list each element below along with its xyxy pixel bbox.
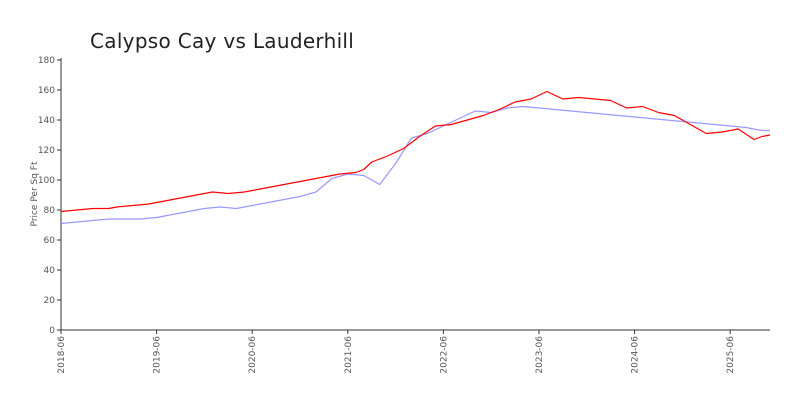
x-tick-label: 2023-06: [535, 336, 545, 374]
x-tick-label: 2022-06: [439, 336, 449, 374]
y-tick-label: 120: [38, 146, 55, 156]
x-tick-label: 2021-06: [344, 336, 354, 374]
series-group: [60, 90, 771, 225]
y-ticks: 0 20 40 60 80 100 120 140 160 180: [38, 56, 61, 336]
y-tick-label: 20: [44, 296, 56, 306]
y-tick-label: 80: [44, 206, 56, 216]
y-tick-label: 40: [44, 266, 56, 276]
y-tick-label: 180: [38, 56, 55, 66]
axes: [60, 58, 770, 331]
y-tick-label: 100: [38, 176, 55, 186]
y-tick-label: 60: [44, 236, 56, 246]
x-tick-label: 2020-06: [248, 336, 258, 374]
x-ticks: 2018-06 2019-06 2020-06 2021-06 2022-06 2023-…: [57, 330, 736, 374]
x-tick-label: 2019-06: [153, 336, 163, 374]
x-tick-label: 2018-06: [57, 336, 67, 374]
chart-title: Calypso Cay vs Lauderhill: [90, 29, 355, 54]
x-tick-label: 2024-06: [631, 336, 641, 374]
y-axis-label: Price Per Sq Ft: [30, 161, 40, 226]
y-tick-label: 0: [49, 326, 55, 336]
x-tick-label: 2025-06: [726, 336, 736, 374]
series-line-1: [60, 90, 771, 213]
series-line-2: [60, 105, 770, 225]
y-tick-label: 140: [38, 116, 55, 126]
y-tick-label: 160: [38, 86, 55, 96]
